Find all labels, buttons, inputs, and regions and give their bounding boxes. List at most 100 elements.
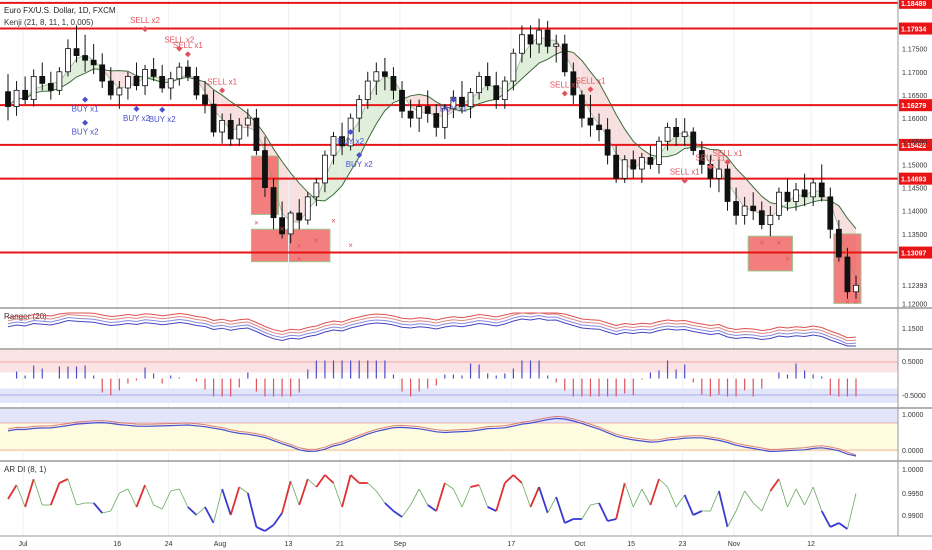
candle-body xyxy=(13,89,20,107)
ranger-line xyxy=(7,312,857,339)
candle-body xyxy=(656,140,662,165)
candle xyxy=(459,81,465,114)
candle xyxy=(484,62,491,91)
candle-body xyxy=(150,69,157,77)
candle xyxy=(390,67,397,100)
ardi-segment xyxy=(444,482,454,490)
ardi-segment xyxy=(102,510,111,514)
ardi-segment xyxy=(153,504,163,510)
ardi-segment xyxy=(607,518,617,522)
candle xyxy=(587,94,594,137)
candle xyxy=(810,178,817,207)
msi-axis-label: 0.5000 xyxy=(902,359,924,366)
candle-body xyxy=(698,150,705,165)
kenji-band xyxy=(342,133,351,186)
candle-body xyxy=(553,43,560,47)
sell-signal-marker xyxy=(184,51,191,58)
kenji-band xyxy=(205,81,214,111)
kenji-fast-line xyxy=(7,35,857,279)
candle xyxy=(647,145,654,170)
candle xyxy=(322,150,328,193)
candle-body xyxy=(621,159,628,179)
ardi-segment xyxy=(213,488,223,524)
ardi-segment xyxy=(710,490,720,512)
ardi-segment xyxy=(33,478,43,506)
x-tick-label: Oct xyxy=(574,541,585,548)
candle-body xyxy=(673,126,680,138)
x-tick-label: 12 xyxy=(807,541,815,548)
candle-body xyxy=(587,117,594,126)
ardi-segment xyxy=(512,474,523,484)
candle-body xyxy=(65,48,71,73)
candle xyxy=(844,247,851,299)
ardi-segment xyxy=(161,490,172,510)
sell-signal-marker xyxy=(561,90,568,97)
exit-marker: × xyxy=(280,225,285,234)
candle-body xyxy=(441,108,448,128)
candle-body xyxy=(193,76,200,96)
candle xyxy=(433,104,440,137)
candle xyxy=(784,178,791,211)
ardi-segment xyxy=(135,484,146,508)
ardi-segment xyxy=(92,502,103,514)
candle xyxy=(424,90,431,123)
candle-body xyxy=(758,210,765,226)
indicator-panels: Ranger (20)MSI (10)TDI (13, 21)AR DI (8,… xyxy=(0,307,932,532)
price-tick-label: 1.16500 xyxy=(902,93,927,100)
ardi-segment xyxy=(453,488,463,508)
ardi-segment xyxy=(795,488,805,506)
ardi-segment xyxy=(350,474,360,484)
buy-signal-label: BUY x2 xyxy=(123,114,151,123)
candle xyxy=(673,118,680,146)
kenji-band xyxy=(581,60,591,113)
x-tick-label: Sep xyxy=(394,541,407,548)
tdi-upper-zone xyxy=(0,409,898,423)
candle-body xyxy=(810,182,817,198)
candle xyxy=(596,113,602,142)
tdi-mid-zone xyxy=(0,423,898,452)
buy-signal-label: BUY x1 xyxy=(440,105,468,114)
ardi-segment xyxy=(229,486,241,516)
candle-body xyxy=(339,136,345,147)
kenji-band xyxy=(616,114,625,165)
candle-body xyxy=(827,196,834,230)
ardi-segment xyxy=(547,496,557,514)
candle-body xyxy=(399,89,405,112)
ardi-segment xyxy=(487,506,497,512)
exit-marker: × xyxy=(254,219,259,228)
buy-signal-marker xyxy=(450,96,457,103)
horizontal-levels: 1.18489 1.17934 1.16279 1.15422 1.14693 1.130… xyxy=(0,0,932,259)
candle-body xyxy=(364,80,371,100)
ardi-axis-label: 0.9950 xyxy=(902,491,924,498)
ardi-segment xyxy=(778,478,788,508)
candle xyxy=(56,67,63,95)
candle xyxy=(133,62,140,91)
sell-signal-marker xyxy=(142,26,149,33)
candle xyxy=(296,199,303,230)
x-tick-label: 17 xyxy=(507,541,515,548)
candle-body xyxy=(664,126,671,142)
buy-signal-label: BUY x1 xyxy=(72,105,100,114)
x-tick-label: Jul xyxy=(19,541,28,548)
price-tick-label: 1.14000 xyxy=(902,209,927,216)
ardi-segment xyxy=(384,502,395,512)
candle-body xyxy=(767,214,774,226)
candle-body xyxy=(681,131,688,138)
level-tag-bg xyxy=(899,246,932,259)
candle xyxy=(253,108,260,156)
candle-body xyxy=(596,124,602,131)
candle xyxy=(818,164,825,202)
buy-signal-label: BUY x2 xyxy=(149,115,177,124)
tdi-axis-label: 1.0000 xyxy=(902,412,924,419)
candle xyxy=(47,71,54,100)
candle-body xyxy=(818,182,825,198)
candle xyxy=(570,62,577,105)
ardi-segment xyxy=(590,502,600,506)
candle-body xyxy=(604,129,611,156)
candle-body xyxy=(638,157,645,170)
candle xyxy=(73,25,80,63)
sell-signal-label: SELL x1 xyxy=(695,154,725,163)
candle-body xyxy=(167,78,174,89)
candle-body xyxy=(484,76,491,87)
ardi-segment xyxy=(298,478,309,506)
